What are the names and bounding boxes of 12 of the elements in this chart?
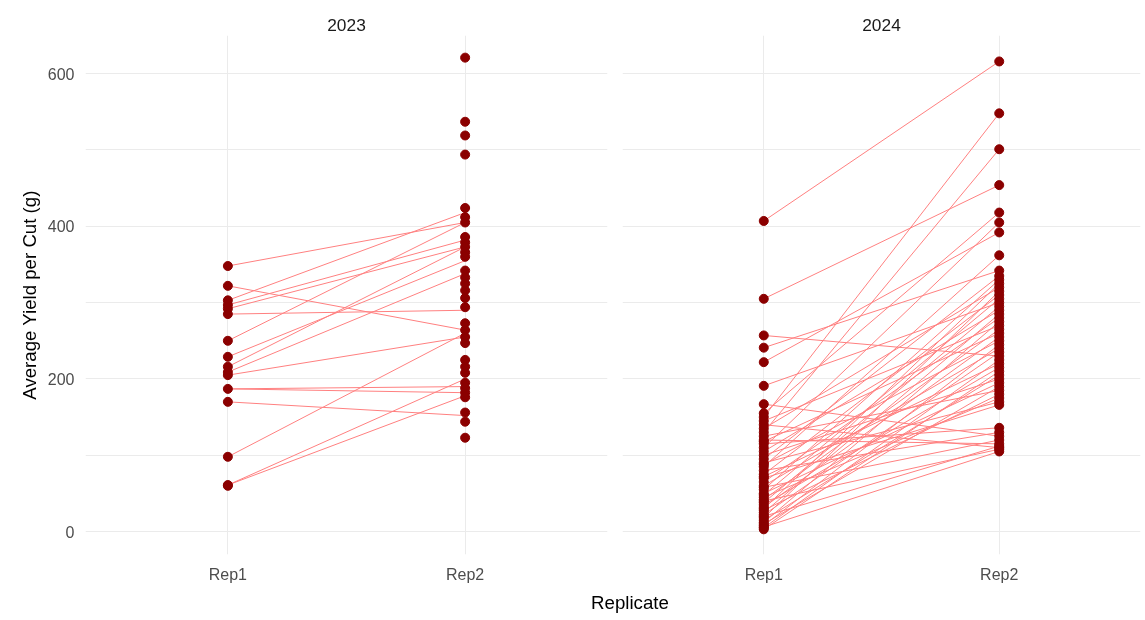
- y-tick-label: 600: [47, 65, 75, 83]
- y-tick-label: 0: [65, 523, 75, 541]
- x-axis-title: Replicate: [591, 591, 669, 615]
- x-tick-label: Rep2: [446, 565, 485, 583]
- x-tick-label: Rep2: [980, 565, 1019, 583]
- x-tick-label: Rep1: [208, 565, 248, 583]
- chart-title: 2024: [862, 14, 902, 35]
- x-tick-label: Rep1: [744, 565, 783, 583]
- chart-title: 2023: [327, 14, 366, 35]
- y-axis-title: Average Yield per Cut (g): [18, 190, 40, 400]
- y-tick-label: 400: [47, 218, 75, 236]
- y-tick-label: 200: [47, 370, 75, 388]
